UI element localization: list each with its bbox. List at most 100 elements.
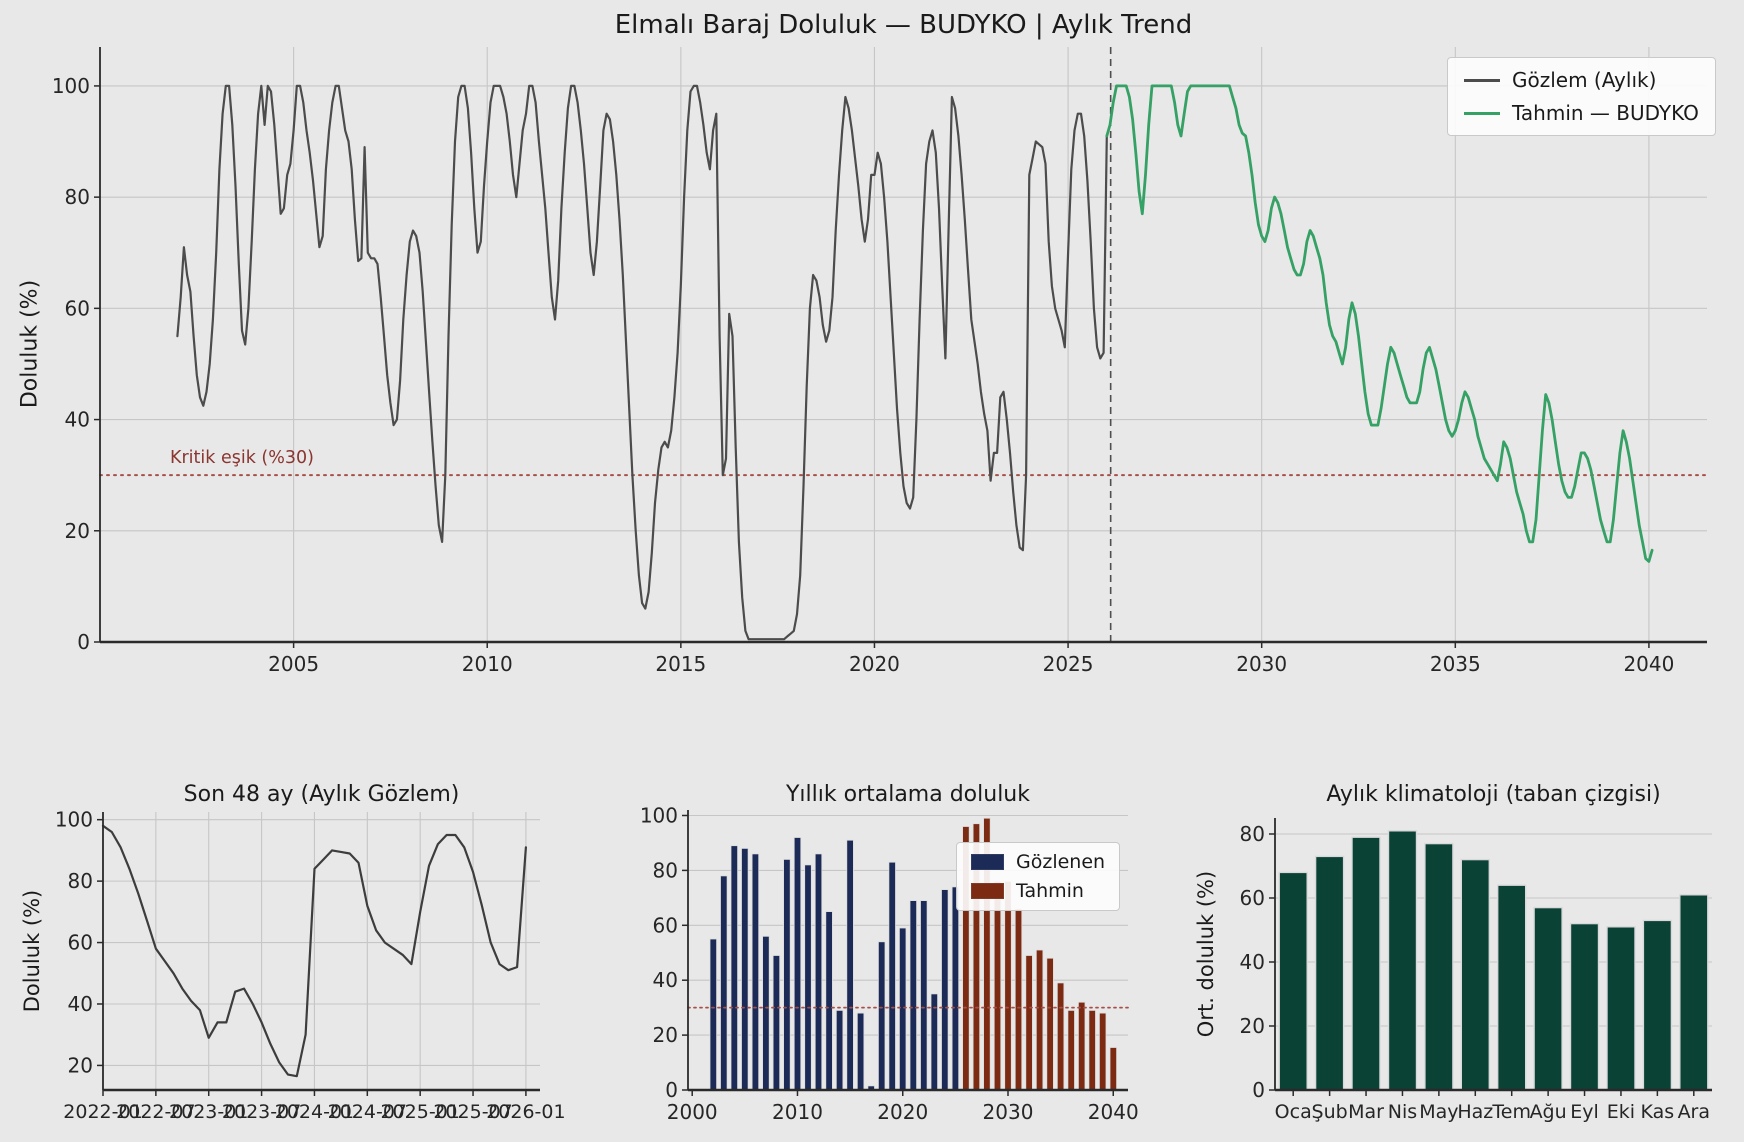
svg-text:Eyl: Eyl xyxy=(1570,1101,1599,1123)
clim-y-tick-labels: 0 20 40 60 80 xyxy=(1240,822,1275,1102)
svg-text:Şub: Şub xyxy=(1312,1101,1348,1123)
svg-text:Nis: Nis xyxy=(1388,1101,1417,1123)
svg-text:2025-07: 2025-07 xyxy=(433,1101,512,1123)
recent-spines xyxy=(102,812,540,1092)
svg-text:0: 0 xyxy=(665,1078,678,1102)
svg-text:20: 20 xyxy=(653,1023,678,1047)
svg-text:2023-01: 2023-01 xyxy=(169,1101,248,1123)
legend-item-label: Gözlem (Aylık) xyxy=(1512,68,1657,92)
svg-text:20: 20 xyxy=(68,1053,93,1077)
svg-text:2015: 2015 xyxy=(655,652,706,676)
svg-text:2010: 2010 xyxy=(772,1100,823,1124)
annual-chart-title: Yıllık ortalama doluluk xyxy=(785,782,1030,807)
svg-text:May: May xyxy=(1419,1101,1458,1123)
svg-text:Ağu: Ağu xyxy=(1530,1101,1567,1123)
svg-text:100: 100 xyxy=(55,808,93,832)
svg-text:80: 80 xyxy=(653,858,678,882)
svg-text:Tem: Tem xyxy=(1491,1101,1531,1123)
main-y-tick-labels: 0 20 40 60 80 100 xyxy=(52,74,100,654)
threshold-label: Kritik eşik (%30) xyxy=(170,448,314,468)
legend-item-forecast-bars: Tahmin xyxy=(971,880,1105,902)
legend-item-forecast: Tahmin — BUDYKO xyxy=(1464,101,1699,125)
svg-text:2040: 2040 xyxy=(1088,1100,1139,1124)
observed-bar-swatch xyxy=(971,854,1004,870)
svg-text:Mar: Mar xyxy=(1348,1101,1384,1123)
svg-text:60: 60 xyxy=(68,931,93,955)
svg-text:2026-01: 2026-01 xyxy=(486,1101,565,1123)
svg-text:2022-01: 2022-01 xyxy=(63,1101,142,1123)
svg-text:60: 60 xyxy=(653,913,678,937)
svg-text:80: 80 xyxy=(65,185,90,209)
main-legend: Gözlem (Aylık) Tahmin — BUDYKO xyxy=(1447,57,1716,136)
svg-text:40: 40 xyxy=(65,408,90,432)
svg-text:2024-07: 2024-07 xyxy=(328,1101,407,1123)
svg-text:0: 0 xyxy=(77,630,90,654)
recent-y-tick-labels: 20 40 60 80 100 xyxy=(55,808,103,1077)
main-y-axis-label: Doluluk (%) xyxy=(17,279,43,409)
recent-observed-line xyxy=(101,824,528,1078)
observed-line-swatch xyxy=(1464,78,1500,82)
legend-item-label: Gözlenen xyxy=(1016,851,1106,873)
main-forecast-line xyxy=(1105,84,1654,563)
svg-text:20: 20 xyxy=(1240,1014,1265,1038)
svg-text:80: 80 xyxy=(1240,822,1265,846)
clim-grid xyxy=(1275,833,1712,1027)
annual-legend: Gözlenen Tahmin xyxy=(956,842,1121,911)
legend-item-observed: Gözlem (Aylık) xyxy=(1464,68,1699,92)
svg-text:2005: 2005 xyxy=(268,652,319,676)
svg-text:2030: 2030 xyxy=(1236,652,1287,676)
clim-spines xyxy=(1274,818,1712,1092)
svg-text:100: 100 xyxy=(52,74,90,98)
svg-text:20: 20 xyxy=(65,519,90,543)
svg-text:40: 40 xyxy=(653,968,678,992)
climatology-chart-title: Aylık klimatoloji (taban çizgisi) xyxy=(1326,782,1661,807)
annual-x-tick-labels: 2000 2010 2020 2030 2040 xyxy=(667,1090,1139,1124)
svg-text:2025: 2025 xyxy=(1043,652,1094,676)
main-grid xyxy=(100,47,1707,643)
svg-text:0: 0 xyxy=(1252,1078,1265,1102)
svg-text:60: 60 xyxy=(1240,886,1265,910)
annual-observed-bars xyxy=(709,837,960,1091)
main-chart-title: Elmalı Baraj Doluluk — BUDYKO | Aylık Tr… xyxy=(614,10,1193,40)
legend-item-observed-bars: Gözlenen xyxy=(971,851,1105,873)
main-x-tick-labels: 2005 2010 2015 2020 2025 2030 2035 2040 xyxy=(268,642,1674,676)
svg-text:2023-07: 2023-07 xyxy=(222,1101,301,1123)
forecast-bar-swatch xyxy=(971,883,1004,899)
svg-text:60: 60 xyxy=(65,296,90,320)
svg-text:40: 40 xyxy=(1240,950,1265,974)
climatology-y-axis-label: Ort. doluluk (%) xyxy=(1194,870,1218,1038)
main-observed-line xyxy=(176,84,1108,641)
svg-text:2000: 2000 xyxy=(667,1100,718,1124)
svg-text:Eki: Eki xyxy=(1607,1101,1635,1123)
svg-text:2020: 2020 xyxy=(849,652,900,676)
svg-text:2020: 2020 xyxy=(877,1100,928,1124)
legend-item-label: Tahmin — BUDYKO xyxy=(1512,101,1699,125)
svg-text:2010: 2010 xyxy=(462,652,513,676)
svg-text:2024-01: 2024-01 xyxy=(275,1101,354,1123)
svg-text:2025-01: 2025-01 xyxy=(380,1101,459,1123)
clim-bars xyxy=(1278,830,1709,1091)
svg-text:Ara: Ara xyxy=(1678,1101,1710,1123)
svg-text:Kas: Kas xyxy=(1641,1101,1675,1123)
recent-y-axis-label: Doluluk (%) xyxy=(20,889,44,1013)
svg-text:2022-07: 2022-07 xyxy=(116,1101,195,1123)
svg-text:2030: 2030 xyxy=(983,1100,1034,1124)
annual-y-tick-labels: 0 20 40 60 80 100 xyxy=(640,803,688,1102)
svg-text:Oca: Oca xyxy=(1275,1101,1312,1123)
annual-spines xyxy=(687,810,1128,1092)
svg-text:2035: 2035 xyxy=(1430,652,1481,676)
forecast-line-swatch xyxy=(1464,111,1500,115)
svg-text:100: 100 xyxy=(640,803,678,827)
recent-grid xyxy=(102,812,540,1090)
recent-x-tick-labels: 2022-012022-072023-012023-072024-012024-… xyxy=(63,1090,566,1123)
svg-text:40: 40 xyxy=(68,992,93,1016)
recent-chart-title: Son 48 ay (Aylık Gözlem) xyxy=(183,782,460,807)
legend-item-label: Tahmin xyxy=(1016,880,1084,902)
svg-text:Haz: Haz xyxy=(1457,1101,1493,1123)
svg-text:80: 80 xyxy=(68,869,93,893)
annual-grid xyxy=(688,814,1128,1091)
svg-text:2040: 2040 xyxy=(1623,652,1674,676)
